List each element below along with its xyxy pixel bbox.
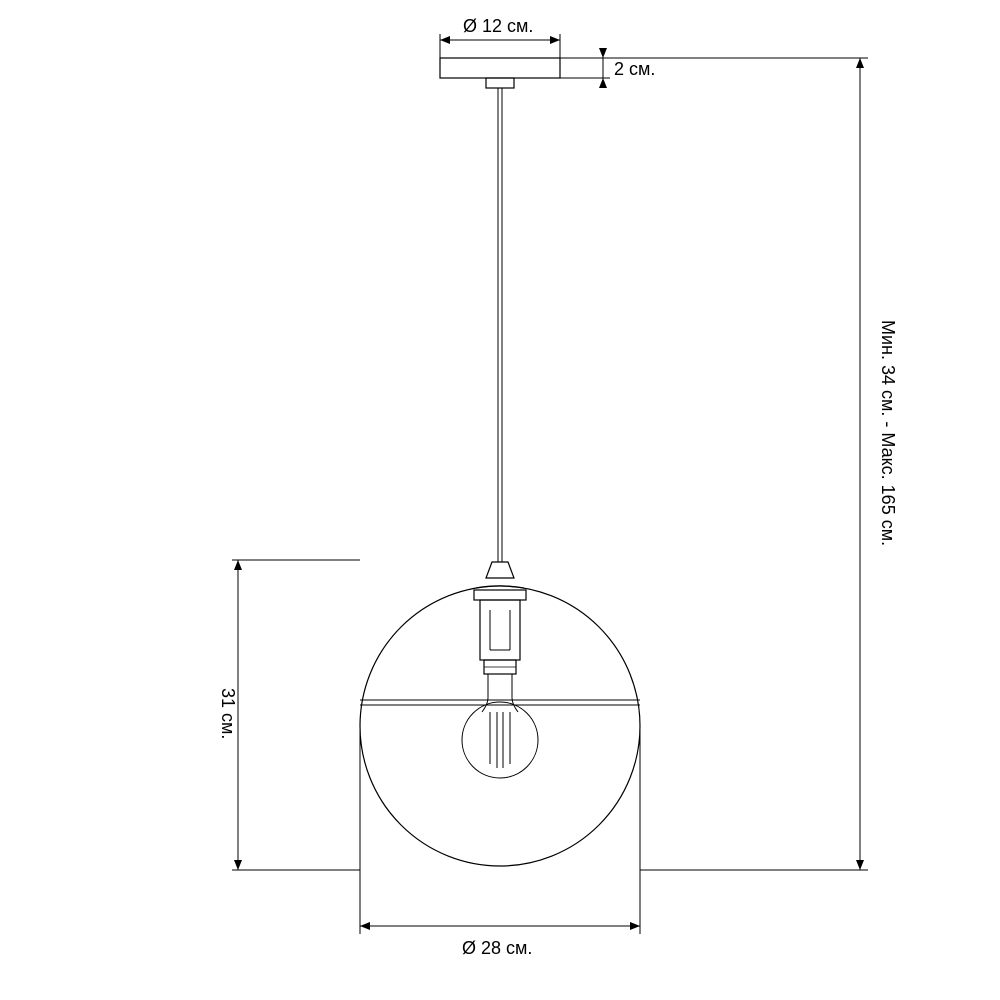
canopy bbox=[440, 58, 560, 88]
total-height-label: Мин. 34 см. - Макс. 165 см. bbox=[878, 320, 898, 546]
bulb bbox=[462, 674, 538, 778]
globe-height-label: 31 см. bbox=[218, 688, 238, 739]
cable-grip bbox=[486, 562, 514, 578]
dim-canopy-diameter: Ø 12 см. bbox=[440, 16, 560, 58]
lamp-diagram: Ø 12 см. 2 см. Мин. 34 см. - Макс. 165 с… bbox=[0, 0, 1000, 1000]
canopy-height-label: 2 см. bbox=[614, 59, 655, 79]
globe-diameter-label: Ø 28 см. bbox=[462, 938, 532, 958]
dim-globe-diameter: Ø 28 см. bbox=[360, 922, 640, 958]
dim-total-height: Мин. 34 см. - Макс. 165 см. bbox=[560, 58, 898, 870]
dim-globe-height: 31 см. bbox=[218, 560, 360, 870]
globe bbox=[360, 586, 640, 866]
dim-canopy-height: 2 см. bbox=[560, 48, 655, 88]
cable bbox=[498, 88, 502, 562]
socket bbox=[474, 590, 526, 674]
canopy-diameter-label: Ø 12 см. bbox=[463, 16, 533, 36]
